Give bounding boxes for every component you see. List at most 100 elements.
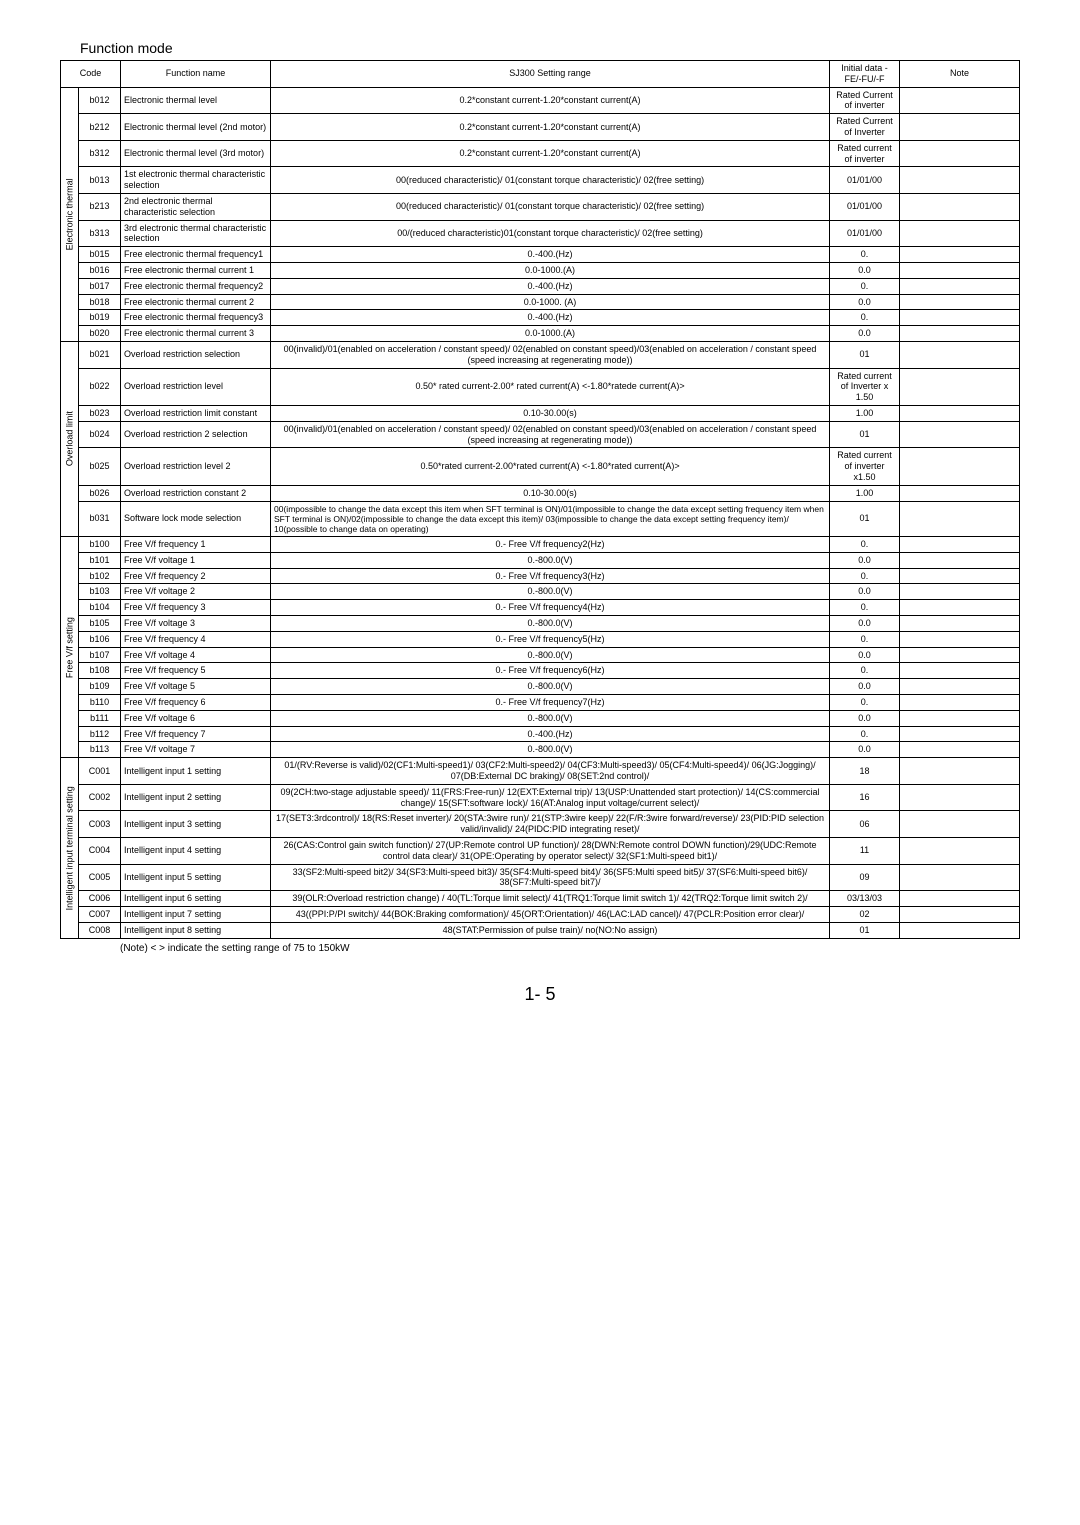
cell-name: Intelligent input 7 setting bbox=[121, 906, 271, 922]
table-row: b112Free V/f frequency 70.-400.(Hz)0. bbox=[61, 726, 1020, 742]
cell-init: 0.0 bbox=[830, 679, 900, 695]
cell-code: b111 bbox=[79, 710, 121, 726]
cell-code: C006 bbox=[79, 891, 121, 907]
cell-code: b104 bbox=[79, 600, 121, 616]
cell-init: 0. bbox=[830, 310, 900, 326]
cell-note bbox=[900, 838, 1020, 865]
function-table: Code Function name SJ300 Setting range I… bbox=[60, 60, 1020, 939]
cell-code: b105 bbox=[79, 616, 121, 632]
cell-code: b313 bbox=[79, 220, 121, 247]
cell-code: b018 bbox=[79, 294, 121, 310]
cell-note bbox=[900, 584, 1020, 600]
cell-name: Free V/f frequency 3 bbox=[121, 600, 271, 616]
cell-range: 0.-800.0(V) bbox=[271, 710, 830, 726]
cell-note bbox=[900, 193, 1020, 220]
cell-code: b102 bbox=[79, 568, 121, 584]
cell-range: 48(STAT:Permission of pulse train)/ no(N… bbox=[271, 922, 830, 938]
cell-code: b100 bbox=[79, 537, 121, 553]
cell-range: 00/(reduced characteristic)01(constant t… bbox=[271, 220, 830, 247]
cell-range: 00(reduced characteristic)/ 01(constant … bbox=[271, 193, 830, 220]
cell-name: Overload restriction selection bbox=[121, 341, 271, 368]
cell-code: b012 bbox=[79, 87, 121, 114]
cell-range: 0.-800.0(V) bbox=[271, 647, 830, 663]
cell-note bbox=[900, 568, 1020, 584]
cell-note bbox=[900, 811, 1020, 838]
table-row: b104Free V/f frequency 30.- Free V/f fre… bbox=[61, 600, 1020, 616]
cell-name: Free V/f voltage 3 bbox=[121, 616, 271, 632]
cell-name: Free V/f voltage 6 bbox=[121, 710, 271, 726]
cell-init: 01/01/00 bbox=[830, 167, 900, 194]
table-row: b2132nd electronic thermal characteristi… bbox=[61, 193, 1020, 220]
cell-name: Free electronic thermal frequency3 bbox=[121, 310, 271, 326]
cell-range: 33(SF2:Multi-speed bit2)/ 34(SF3:Multi-s… bbox=[271, 864, 830, 891]
header-init: Initial data -FE/-FU/-F bbox=[830, 61, 900, 88]
cell-note bbox=[900, 647, 1020, 663]
cell-name: Intelligent input 5 setting bbox=[121, 864, 271, 891]
cell-init: 0. bbox=[830, 600, 900, 616]
cell-name: Free electronic thermal current 2 bbox=[121, 294, 271, 310]
cell-code: b013 bbox=[79, 167, 121, 194]
table-row: b026Overload restriction constant 20.10-… bbox=[61, 485, 1020, 501]
cell-name: Electronic thermal level bbox=[121, 87, 271, 114]
cell-init: Rated current of inverter bbox=[830, 140, 900, 167]
table-row: b107Free V/f voltage 40.-800.0(V)0.0 bbox=[61, 647, 1020, 663]
cell-init: 01 bbox=[830, 421, 900, 448]
cell-code: b025 bbox=[79, 448, 121, 485]
cell-range: 00(invalid)/01(enabled on acceleration /… bbox=[271, 421, 830, 448]
cell-range: 0.50*rated current-2.00*rated current(A)… bbox=[271, 448, 830, 485]
cell-init: 0.0 bbox=[830, 552, 900, 568]
cell-name: Electronic thermal level (3rd motor) bbox=[121, 140, 271, 167]
cell-name: Intelligent input 4 setting bbox=[121, 838, 271, 865]
cell-note bbox=[900, 631, 1020, 647]
cell-name: Intelligent input 6 setting bbox=[121, 891, 271, 907]
cell-code: b021 bbox=[79, 341, 121, 368]
cell-note bbox=[900, 864, 1020, 891]
cell-name: 3rd electronic thermal characteristic se… bbox=[121, 220, 271, 247]
cell-code: C004 bbox=[79, 838, 121, 865]
cell-init: 0. bbox=[830, 726, 900, 742]
cell-code: C001 bbox=[79, 758, 121, 785]
cell-name: Intelligent input 2 setting bbox=[121, 784, 271, 811]
cell-name: Free V/f voltage 5 bbox=[121, 679, 271, 695]
cell-code: b108 bbox=[79, 663, 121, 679]
cell-note bbox=[900, 262, 1020, 278]
cell-code: b026 bbox=[79, 485, 121, 501]
cell-note bbox=[900, 537, 1020, 553]
cell-range: 0.10-30.00(s) bbox=[271, 405, 830, 421]
cell-note bbox=[900, 140, 1020, 167]
cell-range: 0.-400.(Hz) bbox=[271, 310, 830, 326]
cell-range: 09(2CH:two-stage adjustable speed)/ 11(F… bbox=[271, 784, 830, 811]
cell-note bbox=[900, 405, 1020, 421]
cell-range: 00(invalid)/01(enabled on acceleration /… bbox=[271, 341, 830, 368]
cell-code: C003 bbox=[79, 811, 121, 838]
cell-range: 17(SET3:3rdcontrol)/ 18(RS:Reset inverte… bbox=[271, 811, 830, 838]
cell-name: Free V/f voltage 1 bbox=[121, 552, 271, 568]
cell-range: 0.-800.0(V) bbox=[271, 584, 830, 600]
cell-name: Overload restriction level bbox=[121, 368, 271, 405]
cell-code: b022 bbox=[79, 368, 121, 405]
cell-code: b031 bbox=[79, 501, 121, 537]
cell-note bbox=[900, 341, 1020, 368]
cell-range: 26(CAS:Control gain switch function)/ 27… bbox=[271, 838, 830, 865]
cell-note bbox=[900, 326, 1020, 342]
cell-init: 18 bbox=[830, 758, 900, 785]
cell-name: Free V/f frequency 1 bbox=[121, 537, 271, 553]
cell-code: b016 bbox=[79, 262, 121, 278]
cell-name: Intelligent input 1 setting bbox=[121, 758, 271, 785]
cell-name: Free V/f frequency 6 bbox=[121, 695, 271, 711]
cell-range: 39(OLR:Overload restriction change) / 40… bbox=[271, 891, 830, 907]
cell-init: 16 bbox=[830, 784, 900, 811]
cell-range: 0.-400.(Hz) bbox=[271, 726, 830, 742]
cell-init: 01 bbox=[830, 922, 900, 938]
table-row: C002Intelligent input 2 setting09(2CH:tw… bbox=[61, 784, 1020, 811]
cell-init: 11 bbox=[830, 838, 900, 865]
cell-init: 01/01/00 bbox=[830, 193, 900, 220]
table-row: b109Free V/f voltage 50.-800.0(V)0.0 bbox=[61, 679, 1020, 695]
cell-init: 01/01/00 bbox=[830, 220, 900, 247]
cell-code: b019 bbox=[79, 310, 121, 326]
cell-code: b103 bbox=[79, 584, 121, 600]
cell-code: b109 bbox=[79, 679, 121, 695]
table-row: b312Electronic thermal level (3rd motor)… bbox=[61, 140, 1020, 167]
table-row: C004Intelligent input 4 setting26(CAS:Co… bbox=[61, 838, 1020, 865]
cell-range: 0.10-30.00(s) bbox=[271, 485, 830, 501]
